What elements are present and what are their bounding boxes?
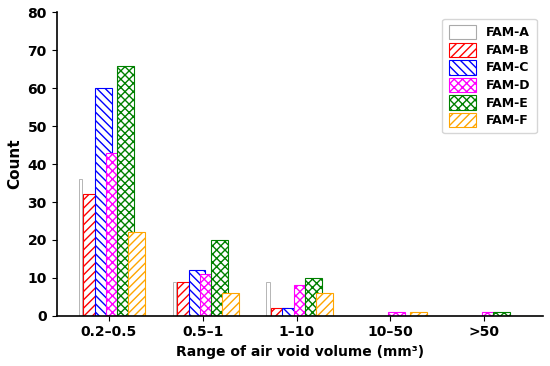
Bar <box>493 312 510 316</box>
Bar <box>211 240 228 316</box>
Bar <box>177 282 194 316</box>
Bar <box>271 308 288 316</box>
Bar <box>481 312 498 316</box>
Bar <box>189 270 206 316</box>
Bar <box>305 278 322 316</box>
Bar <box>95 88 112 316</box>
Y-axis label: Count: Count <box>7 139 22 190</box>
Bar <box>200 274 217 316</box>
Bar <box>388 312 404 316</box>
Bar <box>283 308 299 316</box>
Bar <box>410 312 427 316</box>
Bar <box>106 153 123 316</box>
Bar <box>84 194 100 316</box>
Bar <box>267 282 270 316</box>
Bar <box>117 66 134 316</box>
Bar <box>316 293 333 316</box>
Bar <box>173 282 177 316</box>
X-axis label: Range of air void volume (mm³): Range of air void volume (mm³) <box>176 345 424 359</box>
Legend: FAM-A, FAM-B, FAM-C, FAM-D, FAM-E, FAM-F: FAM-A, FAM-B, FAM-C, FAM-D, FAM-E, FAM-F <box>442 19 537 134</box>
Bar <box>222 293 239 316</box>
Bar <box>79 179 82 316</box>
Bar <box>129 232 145 316</box>
Bar <box>294 285 311 316</box>
